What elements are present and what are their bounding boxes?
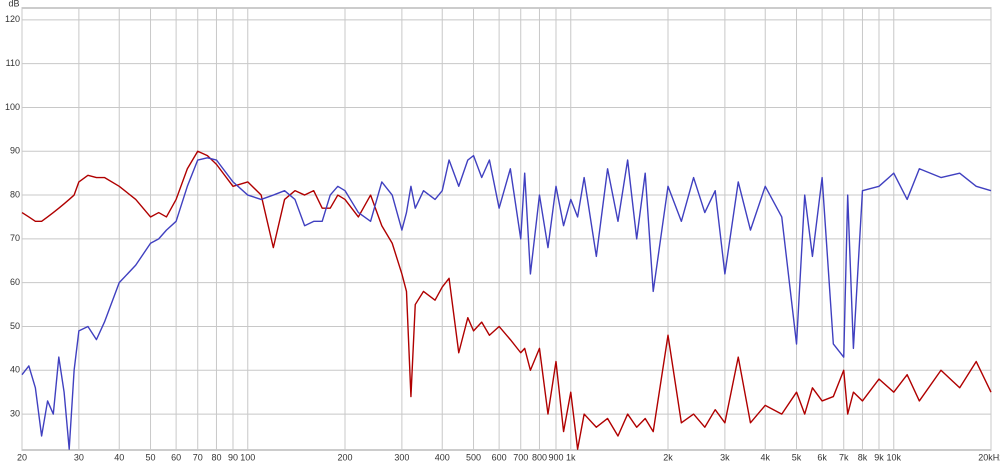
y-tick-label: 50 [10,321,20,331]
y-tick-label: 40 [10,365,20,375]
y-tick-label: 90 [10,146,20,156]
x-tick-label: 600 [492,452,507,462]
x-tick-label: 20kHz [978,452,1000,462]
x-tick-label: 1k [566,452,576,462]
y-tick-label: 100 [5,102,20,112]
y-tick-label: 30 [10,408,20,418]
x-tick-label: 800 [532,452,547,462]
x-tick-label: 20 [17,452,27,462]
plot-area [21,7,992,451]
x-tick-label: 80 [211,452,221,462]
x-tick-label: 70 [193,452,203,462]
series-line [21,154,992,450]
y-tick-label: 60 [10,277,20,287]
x-tick-label: 2k [663,452,673,462]
x-tick-label: 6k [817,452,827,462]
y-tick-label: 70 [10,233,20,243]
x-tick-label: 4k [760,452,770,462]
x-tick-label: 7k [839,452,849,462]
x-tick-label: 700 [513,452,528,462]
y-tick-label: 120 [5,14,20,24]
x-tick-label: 5k [792,452,802,462]
x-tick-label: 400 [435,452,450,462]
series-line [21,150,992,450]
x-tick-label: 30 [74,452,84,462]
x-tick-label: 90 [228,452,238,462]
x-tick-label: 9k [874,452,884,462]
y-axis-label: dB [8,0,19,8]
x-tick-label: 60 [171,452,181,462]
x-tick-label: 8k [858,452,868,462]
x-tick-label: 900 [548,452,563,462]
x-tick-label: 500 [466,452,481,462]
y-tick-label: 110 [6,58,20,68]
y-tick-label: 80 [10,189,20,199]
x-tick-label: 50 [146,452,156,462]
x-tick-label: 200 [337,452,352,462]
x-tick-label: 300 [394,452,409,462]
x-tick-label: 40 [114,452,124,462]
x-tick-label: 100 [240,452,255,462]
x-tick-label: 3k [720,452,730,462]
x-tick-label: 10k [887,452,902,462]
